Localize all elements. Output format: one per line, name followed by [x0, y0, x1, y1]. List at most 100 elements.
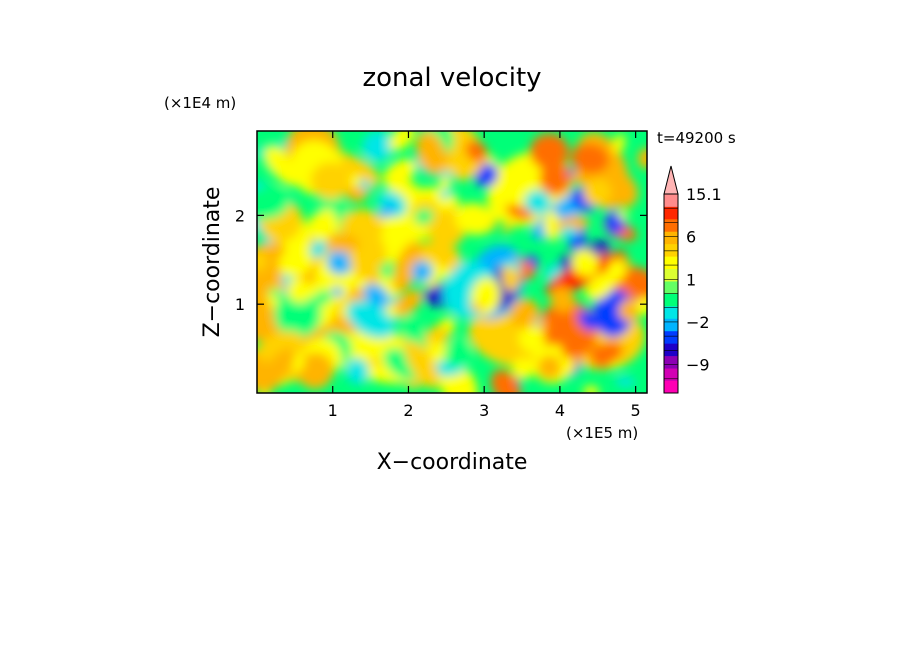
field-contour — [315, 289, 332, 305]
field-contour — [415, 131, 447, 176]
field-contour — [320, 208, 336, 237]
colorbar-band — [664, 268, 678, 282]
colorbar-band — [664, 194, 678, 207]
field-contour — [379, 264, 395, 279]
field-contour — [391, 289, 424, 318]
field-contour — [310, 162, 352, 200]
y-axis-label: Z−coordinate — [200, 187, 225, 338]
field-contour — [539, 163, 571, 196]
field-contour — [543, 210, 561, 242]
field-contour — [454, 202, 494, 236]
field-contour — [544, 263, 562, 280]
field-contour — [404, 340, 440, 389]
field-contour — [524, 190, 551, 215]
colorbar-band — [664, 305, 678, 319]
colorbar-label: −2 — [686, 313, 710, 332]
field-contour — [393, 241, 422, 293]
field-contour — [274, 290, 322, 339]
field-contour — [411, 260, 434, 283]
field-contour — [378, 203, 397, 219]
field-contour — [511, 358, 534, 380]
field-contour — [618, 299, 642, 321]
field-contour — [621, 267, 647, 300]
colorbar-band — [664, 281, 678, 294]
field-contour — [346, 300, 395, 339]
x-tick-label: 3 — [479, 401, 489, 420]
field-contour — [257, 251, 268, 272]
field-contour — [444, 338, 472, 367]
x-tick-label: 2 — [403, 401, 413, 420]
field-contour — [561, 342, 577, 358]
field-contour — [265, 145, 299, 186]
field-contour — [286, 278, 312, 303]
time-label: t=49200 s — [657, 129, 736, 147]
field-contour — [297, 352, 334, 390]
y-tick-label: 1 — [235, 295, 245, 314]
field-contour — [636, 296, 647, 316]
field-contour — [465, 140, 488, 163]
field-contour — [583, 179, 612, 207]
colorbar-label: 1 — [686, 270, 696, 289]
field-contour — [331, 286, 344, 297]
field-contour — [436, 152, 451, 164]
field-contour — [505, 204, 533, 221]
field-contour — [345, 357, 370, 385]
field-contour — [257, 186, 291, 221]
colorbar-band — [664, 330, 678, 344]
colorbar-band — [664, 293, 678, 307]
field-contour — [382, 158, 417, 188]
field-contour — [509, 298, 540, 329]
colorbar-band — [664, 380, 678, 394]
field-contour — [603, 170, 638, 208]
field-contour — [560, 226, 578, 240]
field-contour — [440, 317, 456, 332]
colorbar-label: 15.1 — [686, 185, 722, 204]
field-contour — [583, 385, 600, 393]
field-contour — [367, 358, 382, 366]
field-contour — [358, 179, 372, 190]
y-tick-label: 2 — [235, 206, 245, 225]
field-contour — [470, 303, 484, 311]
field-contour — [278, 248, 314, 278]
field-contour — [437, 266, 450, 279]
colorbar-band — [664, 355, 678, 369]
field-contour — [577, 310, 599, 331]
x-tick-label: 1 — [328, 401, 338, 420]
field-contour — [326, 248, 355, 275]
y-axis-unit-label: (×1E4 m) — [164, 94, 236, 112]
colorbar-label: −9 — [686, 356, 710, 375]
plot-frame — [256, 130, 648, 394]
field-contour — [537, 355, 562, 380]
field-contour — [601, 341, 622, 363]
field-contour — [326, 232, 360, 253]
colorbar-extend-arrow — [663, 165, 679, 195]
colorbar-band — [664, 256, 678, 270]
colorbar-band — [664, 231, 678, 245]
field-contour — [585, 272, 616, 301]
field-contour — [529, 133, 569, 170]
field-contour — [549, 286, 576, 313]
field-contour — [502, 265, 519, 292]
colorbar-band — [664, 368, 678, 381]
field-contour — [605, 215, 625, 235]
colorbar-label: 6 — [686, 228, 696, 247]
x-axis-unit-label: (×1E5 m) — [566, 424, 638, 442]
field-contour — [518, 325, 546, 353]
colorbar-band — [664, 206, 678, 220]
field-contour — [490, 369, 521, 393]
field-contour — [612, 133, 626, 154]
field-contour — [259, 348, 295, 393]
field-contour — [571, 248, 599, 277]
field-contour — [362, 131, 394, 162]
x-tick-label: 4 — [555, 401, 565, 420]
colorbar: 15.1 6 1 −2 −9 — [663, 165, 722, 394]
field-contour — [414, 208, 434, 225]
chart-title: zonal velocity — [362, 63, 541, 93]
field-contour — [309, 240, 327, 259]
velocity-field — [257, 131, 647, 393]
colorbar-band — [664, 243, 678, 257]
field-contour — [438, 176, 452, 190]
field-contour — [570, 143, 610, 174]
field-contour — [389, 131, 415, 151]
